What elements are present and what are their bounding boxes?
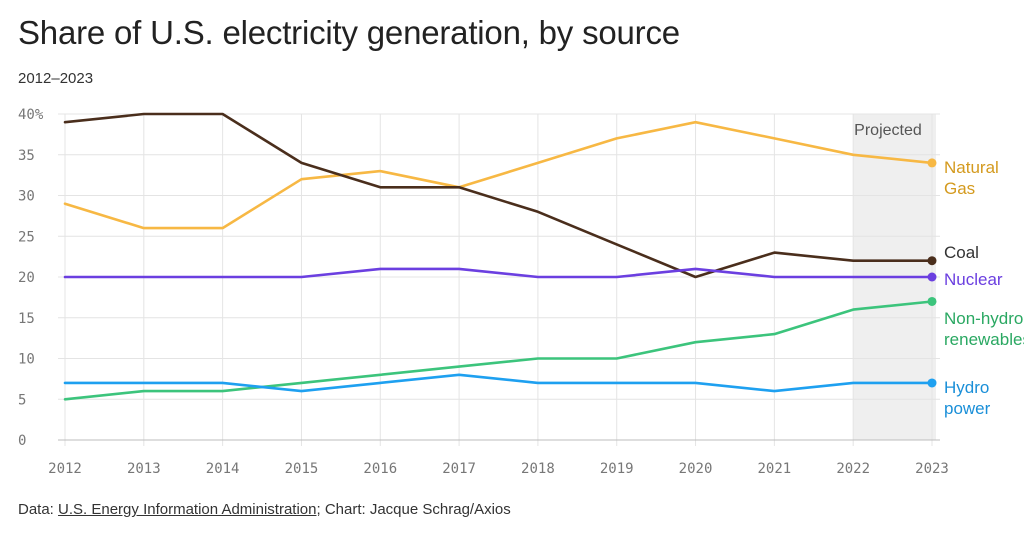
series-endpoint-hydro-power xyxy=(927,378,937,388)
footer-separator: ; xyxy=(316,501,325,518)
chart-footer: Data: U.S. Energy Information Administra… xyxy=(18,501,511,518)
series-label-natural-gas: Natural xyxy=(944,158,999,177)
y-tick-label: 0 xyxy=(18,433,26,449)
series-label-coal: Coal xyxy=(944,243,979,262)
series-label-non-hydro-renewables: renewables xyxy=(944,330,1024,349)
series-label-nuclear: Nuclear xyxy=(944,270,1003,289)
chart-subtitle: 2012–2023 xyxy=(18,70,94,87)
x-tick-label: 2016 xyxy=(363,461,397,477)
source-link[interactable]: U.S. Energy Information Administration xyxy=(58,501,317,518)
chart-credit: Chart: Jacque Schrag/Axios xyxy=(324,501,511,518)
series-line-non-hydro-renewables xyxy=(63,300,934,401)
y-tick-label: 25 xyxy=(18,229,35,245)
x-tick-label: 2021 xyxy=(758,461,792,477)
series-line-hydro-power xyxy=(63,373,934,393)
y-tick-label: 40% xyxy=(18,107,44,123)
x-tick-label: 2020 xyxy=(679,461,713,477)
series-label-hydro-power: Hydro xyxy=(944,378,989,397)
x-tick-label: 2018 xyxy=(521,461,555,477)
data-prefix: Data: xyxy=(18,501,59,518)
x-tick-label: 2013 xyxy=(127,461,161,477)
series-endpoint-natural-gas xyxy=(927,158,937,168)
y-tick-label: 20 xyxy=(18,270,35,286)
x-tick-label: 2022 xyxy=(836,461,870,477)
series-label-natural-gas: Gas xyxy=(944,179,975,198)
y-tick-label: 15 xyxy=(18,311,35,327)
y-tick-label: 10 xyxy=(18,352,35,368)
y-tick-label: 35 xyxy=(18,148,35,164)
x-tick-label: 2019 xyxy=(600,461,634,477)
series-line-natural-gas xyxy=(63,120,934,230)
series-label-hydro-power: power xyxy=(944,399,991,418)
series-endpoint-non-hydro-renewables xyxy=(927,296,937,306)
series-label-non-hydro-renewables: Non-hydro xyxy=(944,309,1023,328)
series-endpoint-nuclear xyxy=(927,272,937,282)
series-line-nuclear xyxy=(63,267,934,279)
x-tick-label: 2015 xyxy=(285,461,319,477)
y-tick-label: 5 xyxy=(18,392,26,408)
x-tick-label: 2014 xyxy=(206,461,240,477)
x-tick-label: 2023 xyxy=(915,461,949,477)
chart-title: Share of U.S. electricity generation, by… xyxy=(18,14,680,51)
series-line-coal xyxy=(63,112,934,279)
x-tick-label: 2012 xyxy=(48,461,82,477)
y-tick-label: 30 xyxy=(18,189,35,205)
series-endpoint-coal xyxy=(927,256,937,266)
x-tick-label: 2017 xyxy=(442,461,476,477)
projected-label: Projected xyxy=(854,122,922,139)
